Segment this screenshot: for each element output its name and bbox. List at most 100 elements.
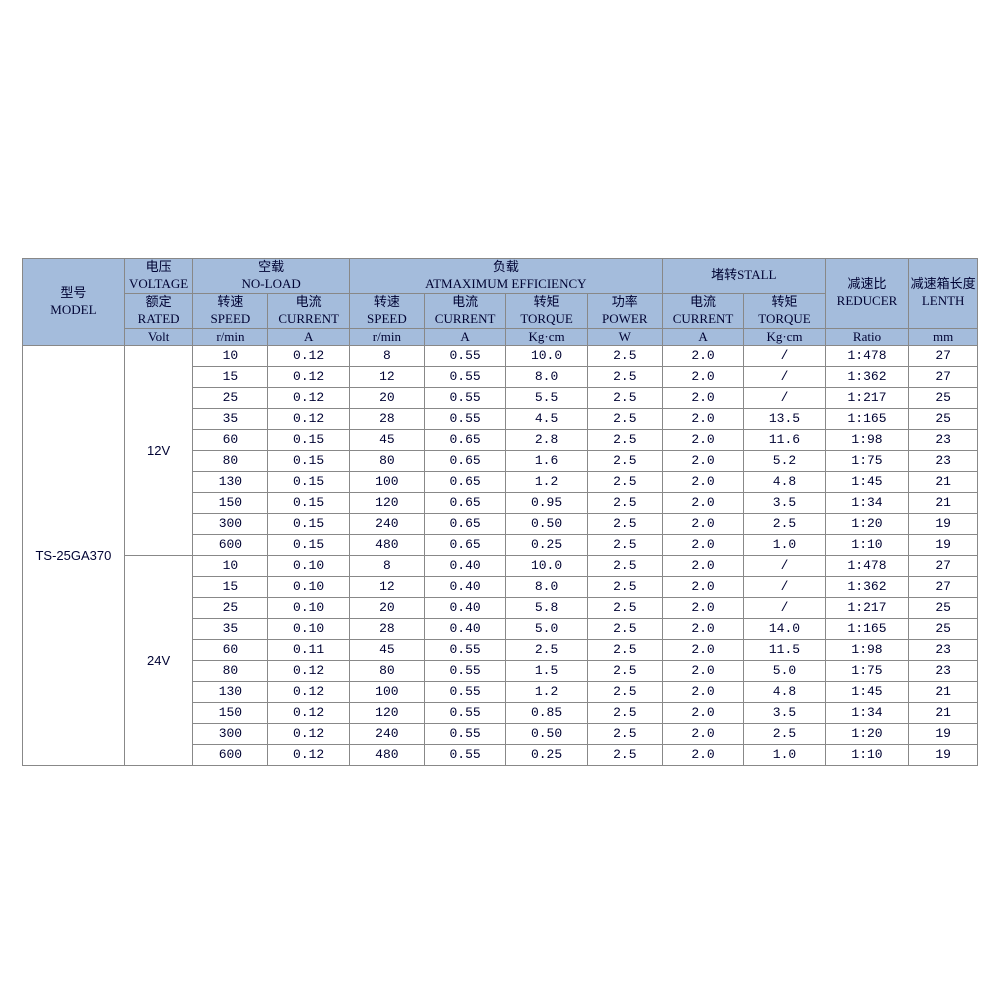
voltage-cell: 24V xyxy=(124,556,193,766)
data-cell: 600 xyxy=(193,745,268,766)
unit-me-pwr: W xyxy=(587,328,662,346)
data-cell: 240 xyxy=(349,514,424,535)
header-text: REDUCER xyxy=(826,293,909,310)
data-cell: 1.2 xyxy=(506,682,587,703)
table-body: TS-25GA37012V100.1280.5510.02.52.0/1:478… xyxy=(23,346,978,766)
data-cell: 2.5 xyxy=(587,514,662,535)
spec-table-container: 型号 MODEL 电压 VOLTAGE 空载 NO-LOAD 负载 ATMAXI… xyxy=(22,258,978,766)
data-cell: 2.5 xyxy=(587,493,662,514)
data-cell: 2.0 xyxy=(662,535,743,556)
data-cell: 1.6 xyxy=(506,451,587,472)
col-header-me-curr: 电流 CURRENT xyxy=(424,293,505,328)
data-cell: 0.55 xyxy=(424,640,505,661)
data-cell: 0.65 xyxy=(424,535,505,556)
data-cell: 0.85 xyxy=(506,703,587,724)
header-text: POWER xyxy=(588,311,662,328)
data-cell: 2.0 xyxy=(662,724,743,745)
header-text: CURRENT xyxy=(268,311,348,328)
data-cell: 0.55 xyxy=(424,346,505,367)
data-cell: 80 xyxy=(193,451,268,472)
data-cell: 25 xyxy=(193,388,268,409)
data-cell: 0.15 xyxy=(268,535,349,556)
unit-st-curr: A xyxy=(662,328,743,346)
header-text: 堵转STALL xyxy=(663,267,825,284)
data-cell: 1:34 xyxy=(825,703,909,724)
data-cell: / xyxy=(744,388,825,409)
data-cell: 0.12 xyxy=(268,745,349,766)
data-cell: 0.10 xyxy=(268,577,349,598)
data-cell: 600 xyxy=(193,535,268,556)
data-cell: 0.15 xyxy=(268,514,349,535)
data-cell: 2.0 xyxy=(662,745,743,766)
data-cell: 300 xyxy=(193,514,268,535)
header-text: A xyxy=(425,329,505,346)
data-cell: / xyxy=(744,556,825,577)
header-text: 减速比 xyxy=(826,276,909,293)
data-cell: 2.0 xyxy=(662,409,743,430)
data-cell: 2.5 xyxy=(587,745,662,766)
data-cell: 1:165 xyxy=(825,619,909,640)
data-cell: 2.0 xyxy=(662,682,743,703)
data-cell: 4.8 xyxy=(744,682,825,703)
data-cell: 0.40 xyxy=(424,556,505,577)
header-text: mm xyxy=(909,329,977,346)
data-cell: 2.5 xyxy=(506,640,587,661)
data-cell: 1:34 xyxy=(825,493,909,514)
unit-length: mm xyxy=(909,328,978,346)
data-cell: 13.5 xyxy=(744,409,825,430)
data-cell: 480 xyxy=(349,535,424,556)
data-cell: 60 xyxy=(193,640,268,661)
data-cell: 4.5 xyxy=(506,409,587,430)
unit-reducer: Ratio xyxy=(825,328,909,346)
header-text: Ratio xyxy=(826,329,909,346)
data-cell: 1:45 xyxy=(825,682,909,703)
data-cell: 2.5 xyxy=(587,661,662,682)
unit-nl-curr: A xyxy=(268,328,349,346)
data-cell: 5.2 xyxy=(744,451,825,472)
col-header-stall: 堵转STALL xyxy=(662,259,825,294)
data-cell: 130 xyxy=(193,682,268,703)
data-cell: 2.5 xyxy=(744,514,825,535)
data-cell: 25 xyxy=(909,409,978,430)
header-text: SPEED xyxy=(350,311,424,328)
unit-me-speed: r/min xyxy=(349,328,424,346)
col-header-noload: 空载 NO-LOAD xyxy=(193,259,349,294)
data-cell: 10 xyxy=(193,346,268,367)
data-cell: 0.55 xyxy=(424,703,505,724)
col-header-reducer: 减速比 REDUCER xyxy=(825,259,909,329)
data-cell: 25 xyxy=(909,388,978,409)
data-cell: 0.40 xyxy=(424,598,505,619)
data-cell: 0.50 xyxy=(506,724,587,745)
data-cell: 0.55 xyxy=(424,724,505,745)
data-cell: 19 xyxy=(909,514,978,535)
col-header-nl-speed: 转速 SPEED xyxy=(193,293,268,328)
data-cell: 2.5 xyxy=(587,682,662,703)
data-cell: 20 xyxy=(349,388,424,409)
data-cell: 23 xyxy=(909,451,978,472)
data-cell: 2.0 xyxy=(662,619,743,640)
data-cell: 23 xyxy=(909,430,978,451)
data-cell: 2.5 xyxy=(587,598,662,619)
unit-volt: Volt xyxy=(124,328,193,346)
data-cell: 2.0 xyxy=(662,640,743,661)
header-text: SPEED xyxy=(193,311,267,328)
header-text: r/min xyxy=(193,329,267,346)
data-cell: 2.5 xyxy=(587,703,662,724)
header-text: 减速箱长度 xyxy=(909,276,977,293)
data-cell: 1:45 xyxy=(825,472,909,493)
unit-me-torq: Kg·cm xyxy=(506,328,587,346)
data-cell: 2.0 xyxy=(662,514,743,535)
data-cell: 0.25 xyxy=(506,745,587,766)
data-cell: 2.0 xyxy=(662,472,743,493)
header-text: Volt xyxy=(125,329,193,346)
data-cell: 0.11 xyxy=(268,640,349,661)
data-cell: 2.5 xyxy=(587,430,662,451)
data-cell: 4.8 xyxy=(744,472,825,493)
data-cell: 80 xyxy=(349,661,424,682)
data-cell: 0.40 xyxy=(424,577,505,598)
data-cell: 1:217 xyxy=(825,388,909,409)
data-cell: 2.5 xyxy=(587,451,662,472)
data-cell: 19 xyxy=(909,535,978,556)
data-cell: 0.12 xyxy=(268,724,349,745)
data-cell: 0.55 xyxy=(424,388,505,409)
